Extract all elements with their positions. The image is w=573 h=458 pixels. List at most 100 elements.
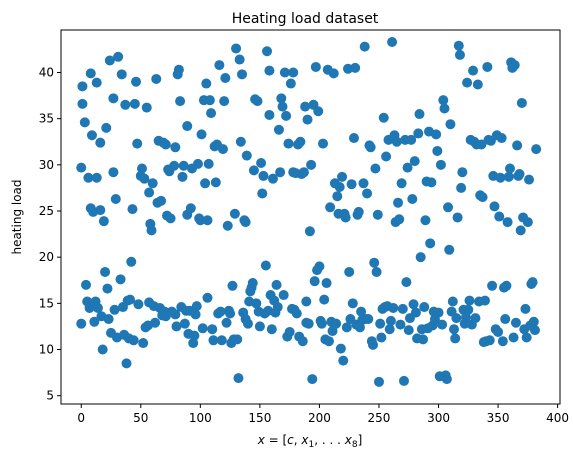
data-point [363, 314, 374, 325]
data-point [494, 211, 505, 222]
data-point [260, 260, 271, 271]
data-point [316, 318, 327, 329]
data-point [138, 338, 149, 349]
data-point [314, 261, 325, 272]
data-point [356, 306, 367, 317]
data-point [77, 81, 88, 92]
data-point [132, 138, 143, 149]
data-point [197, 323, 208, 334]
data-point [508, 332, 519, 343]
data-point [231, 43, 242, 54]
data-point [179, 318, 190, 329]
x-tick-label: 400 [546, 411, 569, 425]
data-point [522, 217, 533, 228]
data-point [348, 133, 359, 144]
data-point [182, 121, 193, 132]
data-point [192, 158, 203, 169]
data-point [272, 302, 283, 313]
scatter-points [76, 37, 542, 387]
data-point [151, 73, 162, 84]
data-point [415, 252, 426, 263]
data-point [156, 195, 167, 206]
data-point [233, 373, 244, 384]
data-point [500, 314, 511, 325]
data-point [323, 336, 334, 347]
data-point [200, 178, 211, 189]
data-point [76, 162, 87, 173]
x-tick-label: 50 [133, 411, 148, 425]
data-point [95, 137, 106, 148]
data-point [408, 299, 419, 310]
data-point [489, 201, 500, 212]
data-point [318, 138, 328, 149]
data-point [165, 213, 176, 224]
data-point [457, 167, 468, 178]
data-point [234, 54, 245, 65]
data-point [470, 313, 481, 324]
data-point [131, 76, 142, 87]
y-tick-label: 35 [39, 112, 54, 126]
plot-frame [60, 29, 561, 405]
data-point [185, 203, 196, 214]
data-point [432, 145, 443, 156]
data-point [304, 226, 315, 237]
data-point [444, 244, 455, 255]
data-point [319, 294, 330, 305]
data-point [232, 334, 243, 345]
data-point [173, 64, 184, 75]
data-point [221, 317, 232, 328]
y-tick-label: 10 [39, 343, 54, 357]
data-point [516, 97, 527, 108]
data-point [139, 173, 150, 184]
data-point [207, 324, 218, 335]
data-point [91, 77, 102, 88]
y-tick-label: 30 [39, 158, 54, 172]
data-point [170, 142, 181, 153]
data-point [435, 159, 446, 170]
data-point [365, 142, 376, 153]
data-point [406, 134, 417, 145]
data-point [420, 215, 431, 226]
data-point [359, 41, 370, 52]
data-point [362, 188, 373, 199]
data-point [279, 67, 290, 78]
data-point [85, 68, 96, 79]
data-point [391, 136, 402, 147]
data-point [190, 309, 201, 320]
data-point [514, 169, 525, 180]
data-point [496, 133, 507, 144]
data-point [504, 163, 515, 174]
data-point [225, 308, 236, 319]
data-point [240, 217, 251, 228]
y-tick-label: 5 [46, 389, 54, 403]
data-point [451, 313, 462, 324]
data-point [477, 192, 488, 203]
data-point [302, 114, 313, 125]
data-point [397, 303, 408, 314]
data-point [91, 172, 102, 183]
data-point [321, 278, 332, 289]
y-tick-label: 15 [39, 296, 54, 310]
data-point [454, 49, 465, 60]
data-point [175, 96, 186, 107]
data-point [273, 124, 284, 135]
data-point [108, 167, 119, 178]
data-point [431, 129, 442, 140]
data-point [214, 60, 225, 71]
data-point [402, 162, 413, 173]
data-point [235, 136, 246, 147]
data-point [453, 40, 464, 51]
data-point [92, 302, 103, 313]
data-point [256, 157, 267, 168]
data-point [439, 103, 450, 114]
data-point [309, 276, 320, 287]
data-point [217, 144, 228, 155]
data-point [437, 319, 448, 330]
data-point [150, 317, 161, 328]
data-point [335, 343, 346, 354]
data-point [95, 205, 106, 216]
data-point [113, 51, 124, 62]
data-point [501, 280, 512, 291]
data-point [438, 95, 449, 106]
